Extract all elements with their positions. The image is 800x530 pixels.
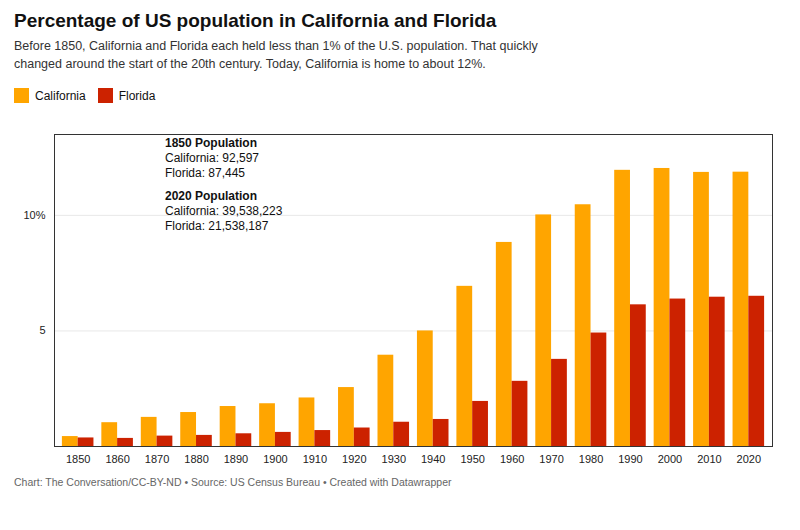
svg-text:1950: 1950 — [460, 453, 484, 465]
svg-text:2000: 2000 — [658, 453, 682, 465]
svg-text:1900: 1900 — [263, 453, 287, 465]
svg-text:5: 5 — [39, 324, 45, 336]
svg-text:1890: 1890 — [224, 453, 248, 465]
svg-text:10%: 10% — [23, 209, 45, 221]
svg-text:1980: 1980 — [579, 453, 603, 465]
svg-text:1990: 1990 — [618, 453, 642, 465]
svg-text:1930: 1930 — [382, 453, 406, 465]
svg-text:1870: 1870 — [145, 453, 169, 465]
svg-text:1920: 1920 — [342, 453, 366, 465]
svg-text:2020: 2020 — [737, 453, 761, 465]
svg-text:1850 Population: 1850 Population — [165, 136, 257, 150]
html-text:Chart: The Conversation/CC-BY-: Chart: The Conversation/CC-BY-ND • Sourc… — [14, 476, 452, 488]
svg-text:California: 92,597: California: 92,597 — [165, 151, 259, 165]
html-text:California: California — [35, 88, 86, 103]
svg-text:1970: 1970 — [539, 453, 563, 465]
svg-text:1910: 1910 — [303, 453, 327, 465]
svg-text:1850: 1850 — [66, 453, 90, 465]
svg-text:Florida: 87,445: Florida: 87,445 — [165, 166, 245, 180]
html-text:Florida: Florida — [118, 88, 156, 103]
svg-text:Florida: 21,538,187: Florida: 21,538,187 — [165, 219, 269, 233]
html-text:Before 1850, California and Fl: Before 1850, California and Florida each… — [14, 39, 538, 71]
svg-text:1880: 1880 — [184, 453, 208, 465]
svg-text:2010: 2010 — [697, 453, 721, 465]
svg-text:California: 39,538,223: California: 39,538,223 — [165, 204, 283, 218]
html-text:Percentage of US population in: Percentage of US population in Californi… — [14, 10, 497, 31]
svg-text:1940: 1940 — [421, 453, 445, 465]
svg-text:1960: 1960 — [500, 453, 524, 465]
svg-text:1860: 1860 — [105, 453, 129, 465]
svg-text:2020 Population: 2020 Population — [165, 189, 257, 203]
